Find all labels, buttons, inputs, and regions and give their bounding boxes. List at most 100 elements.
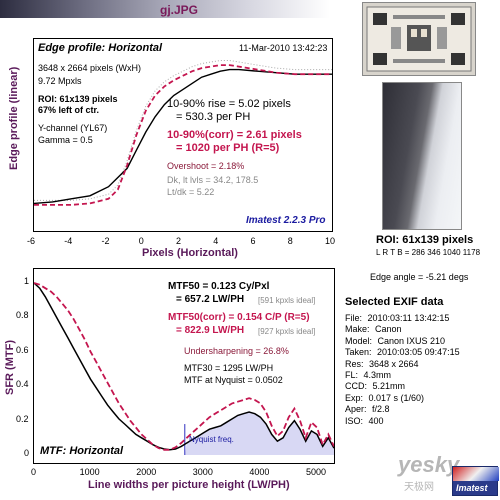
- mtf30: MTF30 = 1295 LW/PH: [184, 363, 274, 373]
- exif-value: 2010:03:11 13:42:15: [365, 313, 450, 323]
- exif-row: Res: 3648 x 2664: [345, 359, 419, 369]
- edge-timestamp: 11-Mar-2010 13:42:23: [239, 43, 328, 53]
- edge-roi: ROI: 61x139 pixels: [38, 94, 118, 104]
- edge-angle: Edge angle = -5.21 degs: [370, 272, 469, 282]
- edge-xtick-label: 0: [138, 236, 144, 246]
- edge-brand: Imatest 2.2.3 Pro: [246, 215, 326, 226]
- test-chart-icon: [366, 6, 472, 72]
- edge-roi-pos: 67% left of ctr.: [38, 105, 100, 115]
- edge-xlabel: Pixels (Horizontal): [142, 247, 238, 259]
- mtf-ytick-label: 0: [24, 448, 30, 458]
- nyquist-label: Nyquist freq.: [189, 435, 234, 444]
- mtf-xtick-label: 3000: [192, 467, 213, 477]
- edge-chart-svg: [34, 60, 332, 206]
- exif-value: Canon: [372, 324, 402, 335]
- edge-lt-dk: Lt/dk = 5.22: [167, 187, 215, 197]
- edge-xtick-label: 6: [250, 236, 256, 246]
- mtf-series-raw: [34, 282, 334, 451]
- edge-xtick-label: 4: [213, 236, 219, 246]
- mtf-title: MTF: Horizontal: [40, 445, 124, 457]
- exif-row: CCD: 5.21mm: [345, 381, 405, 391]
- roi-title: ROI: 61x139 pixels: [376, 234, 474, 246]
- edge-rise-corr-ph: = 1020 per PH (R=5): [176, 142, 280, 154]
- imatest-logo-text: Imatest: [456, 483, 488, 493]
- mtf-xtick-label: 0: [31, 467, 37, 477]
- exif-key: File:: [345, 313, 363, 323]
- edge-xtick-label: 8: [287, 236, 293, 246]
- edge-xtick-label: 2: [176, 236, 182, 246]
- exif-key: Taken:: [345, 347, 372, 358]
- nyquist-shaded-region: [184, 412, 334, 455]
- mtf50: MTF50 = 0.123 Cy/Pxl: [168, 281, 270, 292]
- mtf-ytick-label: 0.4: [16, 379, 29, 390]
- mtf-xtick-label: 5000: [306, 467, 327, 477]
- edge-series-raw: [34, 68, 332, 205]
- exif-row: ISO: 400: [345, 416, 384, 426]
- exif-key: Make:: [345, 324, 370, 335]
- mtf-xtick-label: 2000: [136, 467, 157, 477]
- exif-key: FL:: [345, 370, 359, 380]
- file-title: gj.JPG: [160, 3, 199, 17]
- edge-series-corrected: [34, 64, 332, 206]
- mtf-series-corrected: [34, 282, 334, 451]
- mtf-ytick-label: 0.8: [16, 310, 29, 321]
- edge-rise-ph: = 530.3 per PH: [176, 111, 251, 123]
- mtf50-lwph: = 657.2 LW/PH: [176, 294, 245, 305]
- edge-rise: 10-90% rise = 5.02 pixels: [167, 98, 291, 110]
- exif-row: Taken: 2010:03:05 09:47:15: [345, 347, 460, 357]
- roi-crop-image: [382, 82, 462, 230]
- mtf-xlabel: Line widths per picture height (LW/PH): [88, 479, 290, 491]
- exif-key: Aper:: [345, 404, 367, 415]
- exif-row: Make: Canon: [345, 324, 402, 334]
- mtf-ytick-label: 0.2: [16, 413, 29, 424]
- edge-xtick-label: -6: [27, 236, 36, 246]
- exif-key: ISO:: [345, 415, 364, 426]
- mtf-xtick-label: 4000: [249, 467, 270, 477]
- exif-key: Res:: [345, 358, 364, 369]
- exif-value: 400: [366, 415, 384, 426]
- edge-xtick-label: -2: [101, 236, 110, 246]
- edge-rise-corr: 10-90%(corr) = 2.61 pixels: [167, 129, 302, 141]
- mtf-ytick-label: 0.6: [16, 344, 29, 355]
- mtf-plot: MTF50 = 0.123 Cy/Pxl = 657.2 LW/PH [591 …: [33, 268, 335, 464]
- watermark-site: yesky: [398, 452, 460, 477]
- exif-row: Exp: 0.017 s (1/60): [345, 393, 424, 403]
- roi-lrtb: L R T B = 286 346 1040 1178: [376, 248, 481, 257]
- exif-value: f/2.8: [369, 404, 390, 415]
- exif-value: 2010:03:05 09:47:15: [374, 347, 460, 358]
- mtf50-corr-lwph: = 822.9 LW/PH: [176, 325, 245, 336]
- edge-channel: Y-channel (YL67): [38, 123, 108, 133]
- exif-row: File: 2010:03:11 13:42:15: [345, 313, 449, 323]
- grayscale-gradient-bar: [0, 0, 330, 18]
- edge-pixels-info: 3648 x 2664 pixels (WxH): [38, 63, 142, 73]
- edge-gamma: Gamma = 0.5: [38, 135, 93, 145]
- exif-key: CCD:: [345, 381, 367, 392]
- edge-xtick-label: -4: [64, 236, 73, 246]
- edge-xtick-label: 10: [325, 236, 336, 246]
- mtf-nyquist: MTF at Nyquist = 0.0502: [184, 375, 283, 385]
- exif-value: 3648 x 2664: [366, 358, 419, 369]
- exif-key: Model:: [345, 335, 373, 346]
- edge-dk-lt: Dk, lt lvls = 34.2, 178.5: [167, 175, 259, 185]
- watermark-site-cn: 天极网: [404, 482, 434, 493]
- mtf-ylabel: SFR (MTF): [4, 340, 16, 395]
- exif-value: Canon IXUS 210: [375, 335, 446, 346]
- edge-envelope-line: [34, 60, 332, 201]
- exif-value: 0.017 s (1/60): [366, 392, 425, 403]
- mtf-undersharpening: Undersharpening = 26.8%: [184, 346, 289, 356]
- mtf50-ideal: [591 kpxls ideal]: [258, 296, 316, 305]
- exif-value: 4.3mm: [361, 370, 392, 380]
- mtf50-corr: MTF50(corr) = 0.154 C/P (R=5): [168, 312, 310, 323]
- exif-value: 5.21mm: [370, 381, 406, 392]
- exif-key: Exp:: [345, 392, 364, 403]
- test-chart-thumbnail: [362, 2, 476, 76]
- mtf-ytick-label: 1: [24, 276, 30, 286]
- edge-overshoot: Overshoot = 2.18%: [167, 161, 245, 171]
- imatest-logo: Imatest: [452, 466, 499, 496]
- edge-mpxls: 9.72 Mpxls: [38, 76, 82, 86]
- mtf50-corr-ideal: [927 kpxls ideal]: [258, 327, 316, 336]
- exif-title: Selected EXIF data: [345, 296, 444, 308]
- mtf-xtick-label: 1000: [79, 467, 100, 477]
- edge-title: Edge profile: Horizontal: [38, 42, 163, 54]
- exif-row: FL: 4.3mm: [345, 370, 391, 380]
